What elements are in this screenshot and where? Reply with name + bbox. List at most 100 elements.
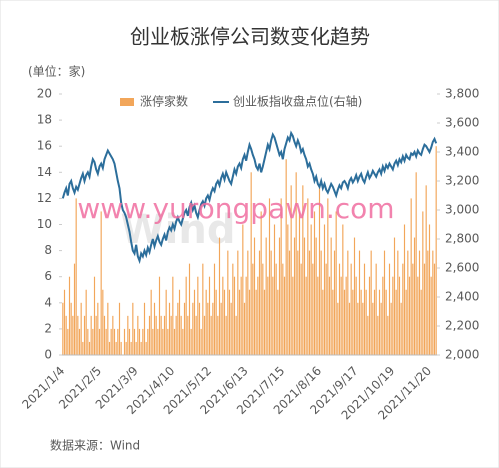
bar — [240, 276, 242, 355]
bar — [105, 328, 107, 355]
bar — [222, 276, 224, 355]
bar — [143, 302, 146, 355]
bar — [207, 302, 209, 355]
y2-tick-label: 3,400 — [445, 145, 479, 159]
bar — [203, 315, 206, 355]
bar — [92, 328, 94, 355]
y2-tick-label: 2,800 — [445, 232, 479, 246]
bar — [160, 315, 162, 355]
y-tick-label: 6 — [44, 269, 52, 283]
bar — [265, 237, 267, 355]
bar — [100, 211, 102, 355]
bar — [388, 263, 391, 355]
bar — [382, 276, 384, 355]
bar — [75, 198, 77, 355]
bar — [112, 315, 114, 355]
bar — [343, 289, 346, 355]
bar — [355, 276, 357, 355]
bar — [285, 159, 287, 355]
bar — [192, 302, 194, 355]
y2-tick-label: 3,800 — [445, 87, 479, 101]
bar — [270, 250, 272, 355]
bar — [375, 263, 377, 355]
bar — [77, 315, 79, 355]
bar — [230, 302, 232, 355]
bar — [73, 263, 76, 355]
bar — [193, 289, 196, 355]
bar — [327, 198, 329, 355]
y2-tick-label: 3,200 — [445, 174, 479, 188]
bar — [297, 250, 299, 355]
bar — [292, 276, 294, 355]
y-tick-label: 16 — [37, 139, 52, 153]
bar — [408, 276, 411, 355]
bar — [123, 328, 126, 355]
bar — [280, 198, 282, 355]
bar — [383, 250, 386, 355]
bar — [435, 146, 437, 355]
bar — [235, 315, 237, 355]
bar — [102, 289, 104, 355]
bar — [98, 328, 101, 355]
bar — [245, 276, 247, 355]
bar — [125, 341, 127, 355]
bar — [72, 315, 74, 355]
y-tick-label: 2 — [44, 321, 52, 335]
bar — [118, 302, 121, 355]
watermark: www.yurongpawn.com — [77, 192, 394, 225]
bar — [313, 211, 316, 355]
bar — [113, 328, 116, 355]
bar — [430, 276, 432, 355]
bar — [148, 315, 151, 355]
bar — [202, 263, 204, 355]
bar — [418, 250, 421, 355]
bar — [87, 328, 89, 355]
bar — [205, 289, 207, 355]
bar — [168, 302, 171, 355]
bar — [63, 289, 66, 355]
y2-tick-label: 3,600 — [445, 116, 479, 130]
bar — [223, 289, 226, 355]
bar — [415, 172, 417, 355]
bar — [370, 250, 372, 355]
bar — [142, 328, 144, 355]
y-tick-label: 8 — [44, 243, 52, 257]
bar — [390, 302, 392, 355]
bar — [68, 276, 71, 355]
bar — [228, 289, 231, 355]
y2-tick-label: 2,000 — [445, 348, 479, 362]
bar — [167, 328, 169, 355]
y-tick-label: 4 — [44, 295, 52, 309]
bar — [380, 302, 382, 355]
bar — [242, 224, 244, 355]
bar — [268, 198, 271, 355]
bar — [195, 315, 197, 355]
bar — [155, 315, 157, 355]
bar — [413, 237, 416, 355]
bar — [422, 211, 424, 355]
bar — [162, 328, 164, 355]
bar — [210, 315, 212, 355]
bar — [365, 289, 367, 355]
bar — [330, 237, 332, 355]
bar — [115, 341, 117, 355]
bar — [298, 211, 301, 355]
bar — [345, 276, 347, 355]
bar — [130, 341, 132, 355]
bar — [183, 302, 186, 355]
bar — [428, 224, 431, 355]
bar — [405, 289, 407, 355]
bar — [127, 315, 129, 355]
y-tick-label: 18 — [37, 113, 52, 127]
bar — [182, 328, 184, 355]
chart-title: 创业板涨停公司数变化趋势 — [130, 25, 370, 49]
bar — [263, 289, 266, 355]
bar — [350, 263, 352, 355]
bar — [262, 263, 264, 355]
bar — [287, 224, 289, 355]
bar — [107, 302, 109, 355]
bar — [227, 250, 229, 355]
bar — [248, 289, 251, 355]
bar — [215, 289, 217, 355]
bar — [232, 263, 234, 355]
